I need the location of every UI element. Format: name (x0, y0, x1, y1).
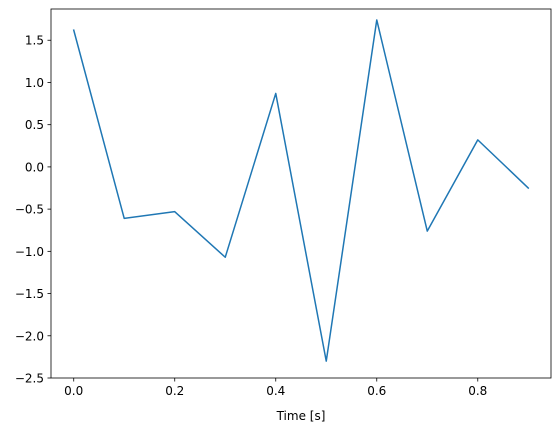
x-tick-label: 0.6 (367, 384, 386, 398)
x-tick-label: 0.4 (266, 384, 285, 398)
x-axis-label: Time [s] (276, 409, 326, 423)
plot-frame (50, 8, 552, 379)
plot-area (50, 8, 552, 379)
y-tick-label: −0.5 (15, 203, 44, 217)
y-tick-label: 1.0 (25, 76, 44, 90)
x-tick-label: 0.8 (468, 384, 487, 398)
x-axis: 0.0 0.2 0.4 0.6 0.8 (64, 378, 487, 398)
y-tick-label: −2.5 (15, 372, 44, 386)
series-layer (72, 19, 530, 362)
y-tick-label: −1.0 (15, 245, 44, 259)
y-tick-label: −2.0 (15, 329, 44, 343)
x-tick-label: 0.0 (64, 384, 83, 398)
y-tick-label: −1.5 (15, 287, 44, 301)
y-tick-label: 0.0 (25, 160, 44, 174)
y-axis: −2.5 −2.0 −1.5 −1.0 −0.5 0.0 0.5 1.0 1.5 (15, 34, 51, 386)
series-line (72, 19, 530, 362)
y-tick-label: 0.5 (25, 118, 44, 132)
x-tick-label: 0.2 (165, 384, 184, 398)
y-tick-label: 1.5 (25, 34, 44, 48)
